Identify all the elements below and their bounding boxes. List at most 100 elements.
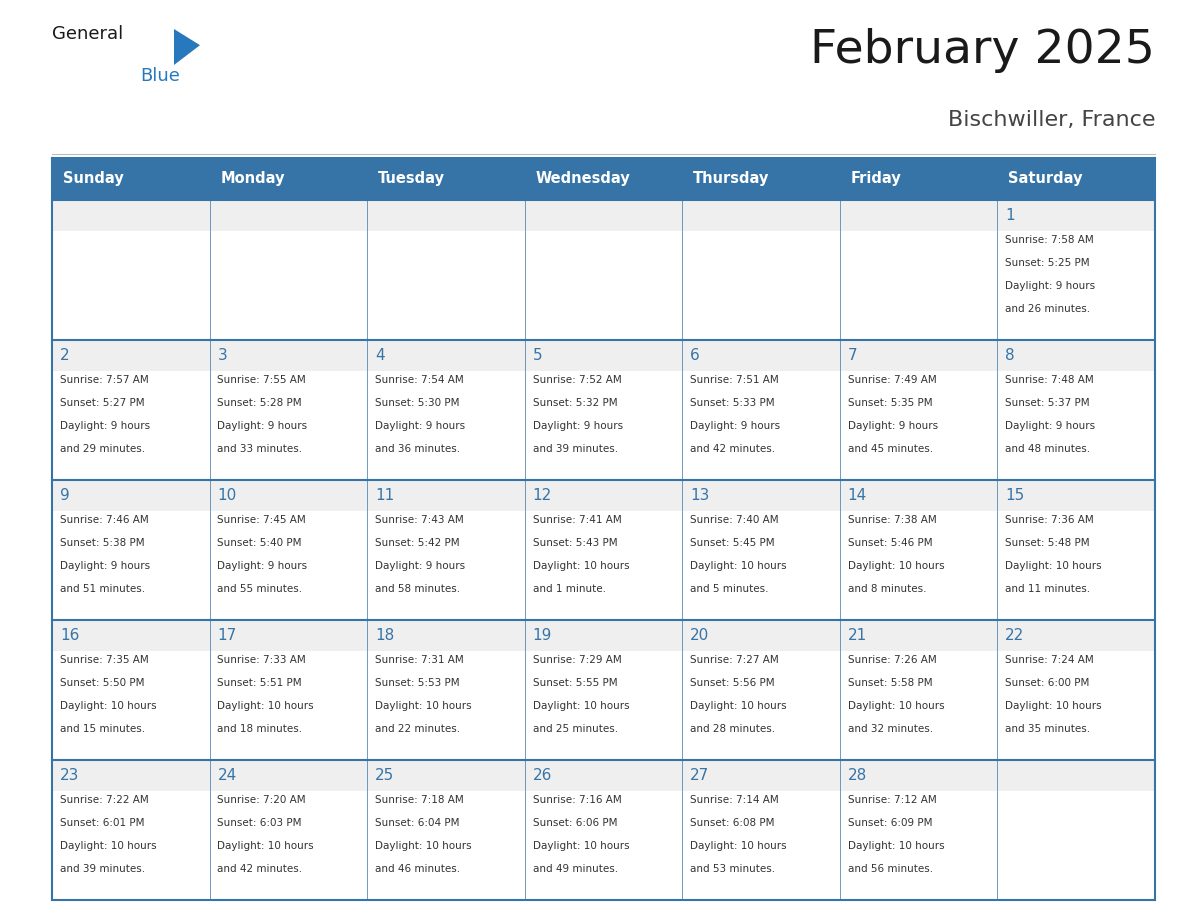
Text: 13: 13 xyxy=(690,487,709,503)
Text: Sunrise: 7:12 AM: Sunrise: 7:12 AM xyxy=(848,795,936,805)
Bar xyxy=(367,230,525,340)
Bar xyxy=(525,760,682,900)
Text: 24: 24 xyxy=(217,767,236,783)
Text: and 42 minutes.: and 42 minutes. xyxy=(217,864,303,874)
Bar xyxy=(840,510,998,620)
Text: Sunrise: 7:18 AM: Sunrise: 7:18 AM xyxy=(375,795,463,805)
Text: 5: 5 xyxy=(532,348,542,363)
Text: Sunset: 5:40 PM: Sunset: 5:40 PM xyxy=(217,538,302,548)
Polygon shape xyxy=(173,29,200,65)
Text: Daylight: 10 hours: Daylight: 10 hours xyxy=(217,701,314,711)
Text: 28: 28 xyxy=(848,767,867,783)
Bar xyxy=(52,371,209,480)
Text: and 51 minutes.: and 51 minutes. xyxy=(59,584,145,594)
Text: Sunrise: 7:35 AM: Sunrise: 7:35 AM xyxy=(59,655,148,665)
Text: and 32 minutes.: and 32 minutes. xyxy=(848,724,933,734)
Text: Sunrise: 7:29 AM: Sunrise: 7:29 AM xyxy=(532,655,621,665)
Bar xyxy=(840,790,998,900)
Bar xyxy=(209,371,367,480)
Text: 3: 3 xyxy=(217,348,227,363)
Bar xyxy=(367,790,525,900)
Bar xyxy=(840,651,998,760)
Bar xyxy=(998,760,1155,900)
Text: Daylight: 10 hours: Daylight: 10 hours xyxy=(1005,561,1102,571)
Text: and 46 minutes.: and 46 minutes. xyxy=(375,864,460,874)
Text: 14: 14 xyxy=(848,487,867,503)
Bar xyxy=(209,480,367,620)
Text: and 15 minutes.: and 15 minutes. xyxy=(59,724,145,734)
Bar xyxy=(367,651,525,760)
Text: Sunset: 5:51 PM: Sunset: 5:51 PM xyxy=(217,678,302,688)
Bar xyxy=(998,510,1155,620)
Text: Daylight: 10 hours: Daylight: 10 hours xyxy=(375,701,472,711)
Text: Sunset: 6:03 PM: Sunset: 6:03 PM xyxy=(217,818,302,828)
Bar xyxy=(52,480,209,620)
Text: Monday: Monday xyxy=(221,172,285,186)
Text: and 39 minutes.: and 39 minutes. xyxy=(59,864,145,874)
Bar xyxy=(52,158,209,200)
Text: 7: 7 xyxy=(848,348,858,363)
Bar xyxy=(209,620,367,760)
Text: Daylight: 9 hours: Daylight: 9 hours xyxy=(532,421,623,431)
Text: Sunset: 5:56 PM: Sunset: 5:56 PM xyxy=(690,678,775,688)
Text: Daylight: 10 hours: Daylight: 10 hours xyxy=(848,561,944,571)
Bar xyxy=(840,620,998,760)
Bar xyxy=(209,200,367,340)
Text: 18: 18 xyxy=(375,628,394,643)
Text: and 25 minutes.: and 25 minutes. xyxy=(532,724,618,734)
Bar xyxy=(367,158,525,200)
Text: Daylight: 9 hours: Daylight: 9 hours xyxy=(217,421,308,431)
Text: Sunset: 5:35 PM: Sunset: 5:35 PM xyxy=(848,398,933,408)
Text: Bischwiller, France: Bischwiller, France xyxy=(948,110,1155,130)
Text: Daylight: 10 hours: Daylight: 10 hours xyxy=(375,841,472,851)
Text: Daylight: 9 hours: Daylight: 9 hours xyxy=(59,561,150,571)
Bar xyxy=(52,651,209,760)
Text: and 48 minutes.: and 48 minutes. xyxy=(1005,444,1091,454)
Bar xyxy=(525,158,682,200)
Text: Sunset: 6:06 PM: Sunset: 6:06 PM xyxy=(532,818,617,828)
Text: Daylight: 9 hours: Daylight: 9 hours xyxy=(217,561,308,571)
Text: and 8 minutes.: and 8 minutes. xyxy=(848,584,927,594)
Text: Sunrise: 7:26 AM: Sunrise: 7:26 AM xyxy=(848,655,936,665)
Bar xyxy=(840,340,998,480)
Text: and 1 minute.: and 1 minute. xyxy=(532,584,606,594)
Text: Daylight: 9 hours: Daylight: 9 hours xyxy=(375,561,466,571)
Text: Sunset: 5:58 PM: Sunset: 5:58 PM xyxy=(848,678,933,688)
Text: Daylight: 10 hours: Daylight: 10 hours xyxy=(690,561,786,571)
Bar xyxy=(525,510,682,620)
Text: 19: 19 xyxy=(532,628,552,643)
Text: Sunrise: 7:36 AM: Sunrise: 7:36 AM xyxy=(1005,515,1094,525)
Text: Sunrise: 7:33 AM: Sunrise: 7:33 AM xyxy=(217,655,307,665)
Bar xyxy=(998,158,1155,200)
Bar xyxy=(682,620,840,760)
Text: and 11 minutes.: and 11 minutes. xyxy=(1005,584,1091,594)
Bar xyxy=(525,480,682,620)
Bar xyxy=(525,790,682,900)
Text: Sunrise: 7:40 AM: Sunrise: 7:40 AM xyxy=(690,515,779,525)
Bar xyxy=(52,790,209,900)
Bar xyxy=(209,510,367,620)
Text: Sunset: 5:33 PM: Sunset: 5:33 PM xyxy=(690,398,775,408)
Text: Daylight: 10 hours: Daylight: 10 hours xyxy=(217,841,314,851)
Text: General: General xyxy=(52,25,124,43)
Text: Daylight: 9 hours: Daylight: 9 hours xyxy=(1005,281,1095,291)
Bar xyxy=(682,371,840,480)
Text: 23: 23 xyxy=(59,767,80,783)
Text: 21: 21 xyxy=(848,628,867,643)
Text: 16: 16 xyxy=(59,628,80,643)
Bar xyxy=(682,158,840,200)
Text: Sunrise: 7:22 AM: Sunrise: 7:22 AM xyxy=(59,795,148,805)
Bar xyxy=(525,200,682,340)
Bar xyxy=(367,200,525,340)
Bar xyxy=(209,340,367,480)
Bar xyxy=(840,760,998,900)
Bar xyxy=(52,200,209,340)
Text: 10: 10 xyxy=(217,487,236,503)
Text: Daylight: 10 hours: Daylight: 10 hours xyxy=(690,841,786,851)
Text: Daylight: 10 hours: Daylight: 10 hours xyxy=(532,561,630,571)
Bar xyxy=(52,510,209,620)
Bar xyxy=(525,651,682,760)
Bar xyxy=(209,760,367,900)
Bar xyxy=(840,158,998,200)
Text: and 39 minutes.: and 39 minutes. xyxy=(532,444,618,454)
